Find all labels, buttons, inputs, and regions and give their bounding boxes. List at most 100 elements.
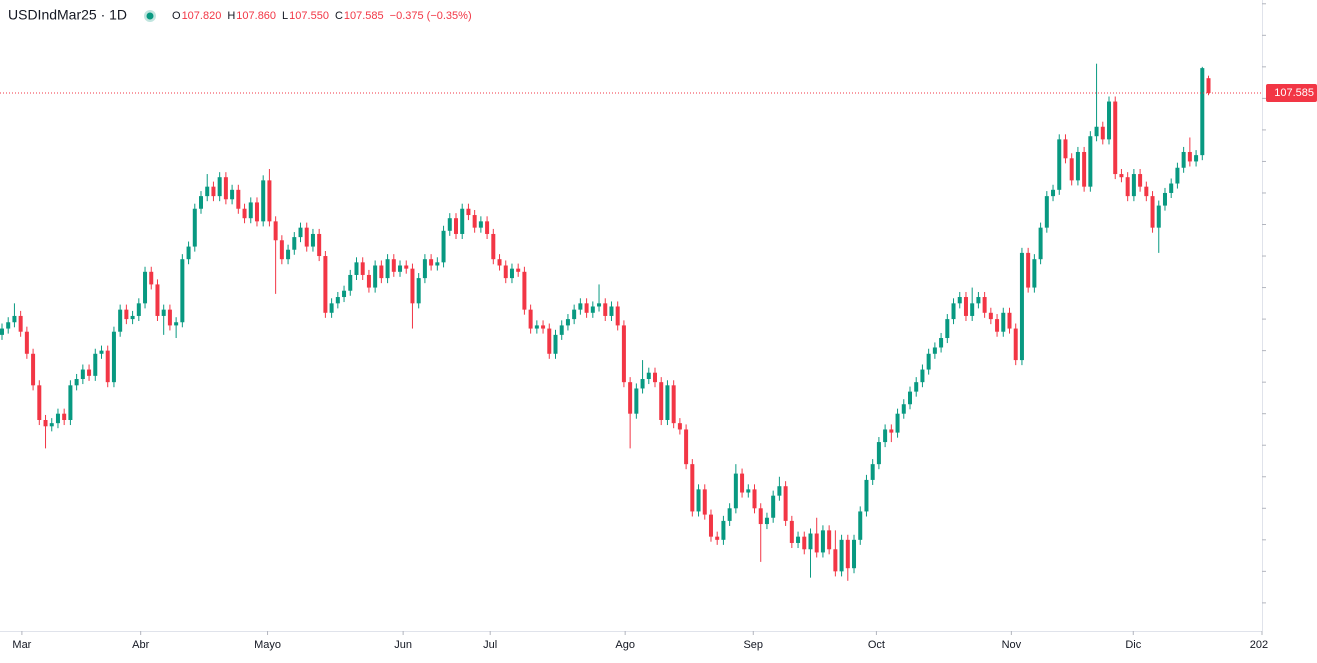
candle-body <box>852 539 857 569</box>
x-tick-label: Dic <box>1125 639 1141 651</box>
candle-body <box>80 369 85 380</box>
candle-body <box>155 284 160 316</box>
candle-body <box>472 215 477 228</box>
candle-body <box>174 322 179 326</box>
candle-body <box>1001 312 1006 332</box>
candle-body <box>391 259 396 272</box>
candle-body <box>236 189 241 209</box>
x-tick-label: Oct <box>868 639 885 651</box>
candle-body <box>982 297 987 313</box>
candle-body <box>124 309 129 320</box>
candle-body <box>118 309 123 332</box>
candle-body <box>671 385 676 424</box>
candle-body <box>1019 252 1024 361</box>
candle-body <box>460 208 465 234</box>
candle-body <box>161 309 166 316</box>
ohlc-key: L <box>282 10 288 22</box>
candle-body <box>1175 167 1180 184</box>
candle-body <box>136 303 141 316</box>
candle-body <box>864 479 869 512</box>
candle-body <box>839 539 844 572</box>
candle-body <box>659 382 664 420</box>
candle-body <box>261 180 266 222</box>
candle-body <box>926 353 931 370</box>
last-price-label: 107.585 <box>1274 87 1314 99</box>
candle-body <box>497 259 502 266</box>
candle-body <box>286 249 291 260</box>
candle-body <box>292 237 297 250</box>
ohlc-value: 107.820 <box>182 10 222 22</box>
status-dot <box>146 12 154 20</box>
candle-body <box>541 325 546 329</box>
candle-body <box>963 297 968 316</box>
candle-body <box>335 297 340 304</box>
candle-body <box>945 319 950 339</box>
candle-body <box>254 202 259 222</box>
candle-body <box>360 262 365 275</box>
candle-body <box>733 473 738 509</box>
candle-body <box>279 240 284 260</box>
candle-body <box>1038 227 1043 260</box>
candle-body <box>385 259 390 279</box>
candle-body <box>771 495 776 518</box>
candle-body <box>721 520 726 540</box>
candle-body <box>901 404 906 414</box>
candle-body <box>889 429 894 433</box>
candle-body <box>684 429 689 465</box>
candle-body <box>833 549 838 572</box>
candle-body <box>199 196 204 209</box>
candle-body <box>702 489 707 515</box>
candle-body <box>534 325 539 329</box>
candle-body <box>1107 101 1112 140</box>
candle-body <box>180 259 185 323</box>
candle-body <box>1187 151 1192 162</box>
candle-body <box>758 508 763 525</box>
candle-body <box>1082 151 1087 187</box>
candle-body <box>329 303 334 313</box>
candle-body <box>789 520 794 543</box>
symbol: USDIndMar25 · 1D <box>8 7 127 23</box>
candle-body <box>354 262 359 275</box>
change: −0.375 (−0.35%) <box>390 10 472 22</box>
candle-body <box>1057 139 1062 190</box>
candle-body <box>310 233 315 247</box>
candle-body <box>677 423 682 430</box>
candle-body <box>49 423 54 427</box>
candle-body <box>1144 186 1149 197</box>
candle-body <box>1100 126 1105 140</box>
candle-body <box>914 382 919 392</box>
candle-body <box>485 221 490 234</box>
candle-body <box>478 221 483 228</box>
candle-body <box>951 303 956 320</box>
candle-body <box>665 385 670 420</box>
candle-body <box>87 369 92 376</box>
candle-body <box>68 385 73 420</box>
candle-body <box>248 202 253 219</box>
candle-body <box>304 227 309 247</box>
candle-body <box>298 227 303 238</box>
candle-body <box>453 218 458 234</box>
ohlc-key: O <box>172 10 181 22</box>
candle-body <box>634 388 639 414</box>
candle-body <box>323 256 328 313</box>
candle-body <box>752 489 757 509</box>
candle-body <box>149 271 154 285</box>
candle-body <box>1131 174 1136 197</box>
candle-body <box>976 297 981 304</box>
candle-body <box>211 186 216 197</box>
candle-body <box>74 379 79 386</box>
candle-body <box>907 391 912 405</box>
candle-body <box>167 309 172 326</box>
candle-body <box>37 385 42 420</box>
x-tick-label: Mar <box>12 639 31 651</box>
candle-body <box>223 177 228 200</box>
candle-body <box>1200 68 1205 156</box>
candle-body <box>410 268 415 304</box>
candle-body <box>6 322 11 329</box>
candle-body <box>1088 136 1093 187</box>
candle-body <box>1063 139 1068 159</box>
candle-body <box>640 379 645 389</box>
candle-body <box>808 533 813 550</box>
